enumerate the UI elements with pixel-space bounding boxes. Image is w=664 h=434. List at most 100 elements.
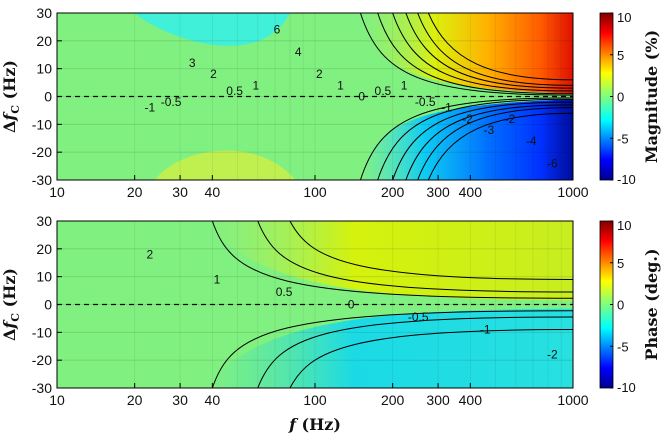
contour-label: 0	[348, 298, 355, 312]
x-tick-label: 200	[381, 392, 405, 408]
x-tick-label: 1000	[557, 392, 588, 408]
y-tick-label: -20	[32, 144, 52, 160]
contour-label: 6	[274, 23, 281, 37]
colorbar-tick-label: -5	[617, 131, 629, 146]
y-tick-label: 30	[36, 213, 52, 229]
contour-label: -3	[483, 123, 494, 137]
x-tick-label: 30	[172, 184, 188, 200]
contour-label: 2	[147, 247, 154, 261]
y-axis-label: ΔfC (Hz)	[0, 268, 22, 341]
x-tick-label: 100	[303, 184, 327, 200]
x-tick-label: 300	[426, 184, 450, 200]
contour-line	[427, 13, 573, 81]
y-tick-label: 20	[36, 241, 52, 257]
y-tick-label: 20	[36, 33, 52, 49]
contour-line	[392, 13, 573, 92]
contour-line	[289, 221, 573, 280]
contour-line	[427, 112, 573, 180]
colorbar: 10 5 0 -5 -10 Magnitude (%)	[599, 10, 661, 187]
colorbar-tick-label: 5	[617, 48, 624, 63]
contour-line	[257, 221, 573, 293]
contour-label: 0.5	[226, 84, 243, 98]
phase-panel: 210.50-0.5-1-210 20 30 40 100 200 300 400 100030…	[0, 213, 661, 434]
contour-label: 0	[358, 90, 365, 104]
contour-lines	[211, 221, 573, 388]
x-tick-label: 40	[205, 184, 221, 200]
contour-label: 1	[214, 272, 221, 286]
contour-labels: 2 1 0.5 0 -0.5 -1 -2	[147, 247, 558, 361]
contour-line	[359, 13, 573, 96]
contour-line	[377, 13, 573, 95]
colorbar-tick-label: -10	[617, 172, 636, 187]
contour-label: 1	[252, 78, 259, 92]
y-tick-label: -30	[32, 172, 52, 188]
contour-label: 0.5	[375, 84, 392, 98]
contour-label: -4	[526, 134, 537, 148]
contour-label: 1	[401, 78, 408, 92]
negative-region	[360, 99, 573, 180]
colorbar-tick-label: 0	[617, 298, 624, 313]
contour-label: -6	[547, 156, 558, 170]
contour-label: -0.5	[161, 95, 182, 109]
contour-label: -0.5	[408, 310, 429, 324]
contour-line	[377, 98, 573, 180]
contour-label: 0.5	[276, 285, 293, 299]
contour-label: 2	[316, 67, 323, 81]
y-axis-label: ΔfC (Hz)	[0, 60, 22, 133]
contour-line	[405, 104, 573, 180]
contour-line	[417, 13, 573, 86]
x-tick-label: 10	[49, 392, 65, 408]
contour-line	[211, 310, 573, 388]
x-tick-labels: 10 20 30 40 100 200 300 400 1000	[49, 383, 589, 408]
contour-label: 4	[295, 45, 302, 59]
x-tick-label: 400	[459, 392, 483, 408]
y-tick-label: 0	[44, 89, 52, 105]
contour-label: 2	[210, 67, 217, 81]
contour-label: -0.5	[415, 95, 436, 109]
contour-label: -1	[441, 101, 452, 115]
x-tick-label: 300	[426, 392, 450, 408]
x-tick-label: 100	[303, 392, 327, 408]
y-tick-label: -10	[32, 116, 52, 132]
contour-lines	[359, 13, 573, 180]
colorbar: 10 5 0 -5 -10 Phase (deg.)	[599, 218, 661, 395]
x-tick-label: 30	[172, 392, 188, 408]
x-tick-label: 400	[459, 184, 483, 200]
colorbar-tick-label: -10	[617, 380, 636, 395]
x-tick-label: 20	[127, 392, 143, 408]
negative-region	[206, 308, 573, 388]
x-tick-labels: 10 20 30 40 100 200 300 400 1000	[49, 175, 589, 200]
contour-line	[289, 329, 573, 388]
colorbar-tick-label: 10	[617, 10, 631, 25]
contour-label: 1	[337, 78, 344, 92]
negative-lobe	[134, 13, 290, 46]
contour-label: -2	[547, 348, 558, 362]
positive-region	[206, 221, 573, 301]
colorbar-tick-label: 5	[617, 256, 624, 271]
x-tick-label: 200	[381, 184, 405, 200]
x-tick-label: 10	[49, 184, 65, 200]
contour-label: -2	[505, 112, 516, 126]
colorbar-label: Phase (deg.)	[642, 248, 661, 360]
y-tick-label: -10	[32, 324, 52, 340]
positive-lobe	[155, 150, 296, 180]
contour-line	[257, 316, 573, 388]
y-tick-label: -20	[32, 352, 52, 368]
x-tick-label: 40	[205, 392, 221, 408]
y-tick-label: -30	[32, 380, 52, 396]
contour-label: -1	[145, 101, 156, 115]
colorbar-tick-label: 0	[617, 90, 624, 105]
y-tick-labels: 30 20 10 0 -10 -20 -30	[32, 213, 62, 396]
y-tick-label: 10	[36, 269, 52, 285]
contour-label: -1	[480, 323, 491, 337]
y-tick-label: 0	[44, 297, 52, 313]
grid	[56, 220, 574, 389]
x-tick-label: 1000	[557, 184, 588, 200]
contour-line	[405, 13, 573, 89]
x-tick-label: 20	[127, 184, 143, 200]
contour-line	[211, 221, 573, 299]
y-tick-label: 10	[36, 61, 52, 77]
